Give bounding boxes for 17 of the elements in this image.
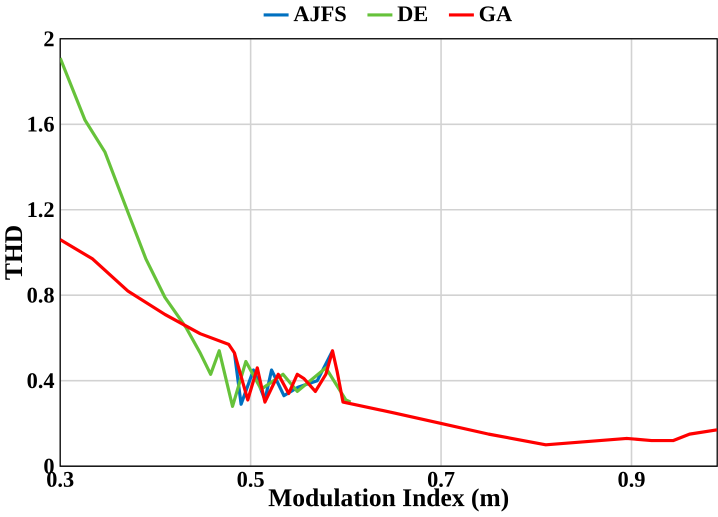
y-tick-label: 1.2	[28, 202, 54, 218]
legend-label: DE	[398, 6, 428, 22]
y-axis-title: THD	[5, 226, 22, 280]
x-axis-title: Modulation Index (m)	[268, 488, 508, 512]
x-tick-label: 0.9	[618, 472, 645, 488]
x-tick-label: 0.7	[428, 472, 454, 488]
y-tick-label: 0	[44, 458, 54, 474]
legend-label: AJFS	[294, 6, 346, 22]
x-tick-label: 0.3	[47, 472, 74, 488]
line-series	[60, 56, 352, 408]
y-tick-label: 2	[44, 32, 54, 46]
x-tick-label: 0.5	[238, 472, 264, 488]
line-series	[60, 238, 718, 447]
legend-label: GA	[480, 6, 512, 22]
y-tick-label: 0.4	[27, 373, 54, 388]
y-tick-label: 1.6	[28, 116, 54, 132]
y-tick-label: 0.8	[27, 288, 54, 303]
